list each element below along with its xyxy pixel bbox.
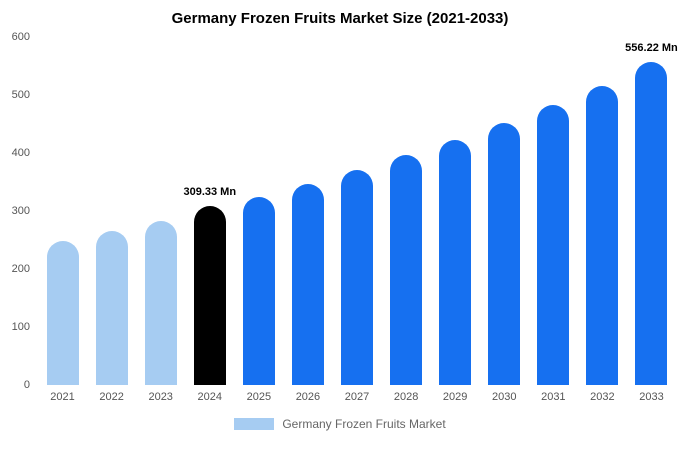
bar-value-label-2033: 556.22 Mn <box>625 42 678 55</box>
bar-2026 <box>291 183 324 385</box>
bar-column-2026 <box>283 37 332 385</box>
bar-column-2032 <box>578 37 627 385</box>
legend-swatch <box>234 418 275 430</box>
x-tick-label-2030: 2030 <box>492 391 517 403</box>
x-tick-label-2032: 2032 <box>590 391 615 403</box>
chart-title: Germany Frozen Fruits Market Size (2021-… <box>171 10 509 27</box>
x-tick-label-2031: 2031 <box>541 391 566 403</box>
bar-2029 <box>439 140 472 385</box>
bar-2025 <box>242 196 275 385</box>
bar-column-2022 <box>87 37 136 385</box>
bar-2028 <box>390 155 423 385</box>
bar-2031 <box>537 105 570 385</box>
y-tick-label: 400 <box>11 147 30 159</box>
bar-column-2027 <box>332 37 381 385</box>
y-tick-label: 500 <box>11 89 30 101</box>
bar-2024 <box>193 205 226 385</box>
x-tick-label-2027: 2027 <box>344 391 370 403</box>
bar-2027 <box>341 170 373 385</box>
x-axis: 2021 2022 2023 2024 2025 2026 2027 2028 2029 2030… <box>38 391 676 403</box>
y-tick-label: 600 <box>11 31 30 43</box>
bar-2023 <box>144 220 177 385</box>
bar-value-label-2024: 309.33 Mn <box>183 185 237 198</box>
x-tick-label-2026: 2026 <box>295 391 321 403</box>
bar-column-2021 <box>38 37 87 385</box>
x-tick-label-2028: 2028 <box>393 391 419 403</box>
bar-2033 <box>635 62 668 385</box>
bar-column-2033: 556.22 Mn <box>625 37 678 385</box>
y-axis: 0 100 200 300 400 500 600 <box>0 31 30 391</box>
bar-column-2029 <box>431 37 480 385</box>
x-tick-label-2023: 2023 <box>148 391 173 403</box>
x-tick-label-2022: 2022 <box>99 391 124 403</box>
legend-label: Germany Frozen Fruits Market <box>282 417 446 431</box>
plot-area: 309.33 Mn 556.22 Mn <box>38 37 678 385</box>
y-tick-label: 100 <box>11 321 30 333</box>
bar-column-2031 <box>529 37 578 385</box>
bar-column-2023 <box>136 37 185 385</box>
bar-2030 <box>488 123 521 385</box>
bar-column-2028 <box>382 37 431 385</box>
y-tick-label: 0 <box>23 379 30 391</box>
bar-column-2025 <box>234 37 283 385</box>
bar-column-2024: 309.33 Mn <box>183 37 237 385</box>
bar-2022 <box>95 231 128 385</box>
bar-2032 <box>586 85 619 385</box>
x-tick-label-2029: 2029 <box>442 391 468 403</box>
bar-2021 <box>46 241 79 385</box>
x-tick-label-2033: 2033 <box>639 391 664 403</box>
x-tick-label-2021: 2021 <box>50 391 75 403</box>
bar-column-2030 <box>480 37 529 385</box>
y-tick-label: 200 <box>11 263 30 275</box>
legend: Germany Frozen Fruits Market <box>0 417 680 431</box>
plot-wrap: 0 100 200 300 400 500 600 309.33 Mn 556.22 Mn <box>0 31 680 391</box>
x-tick-label-2025: 2025 <box>246 391 272 403</box>
y-tick-label: 300 <box>11 205 30 217</box>
x-tick-label-2024: 2024 <box>197 391 223 403</box>
